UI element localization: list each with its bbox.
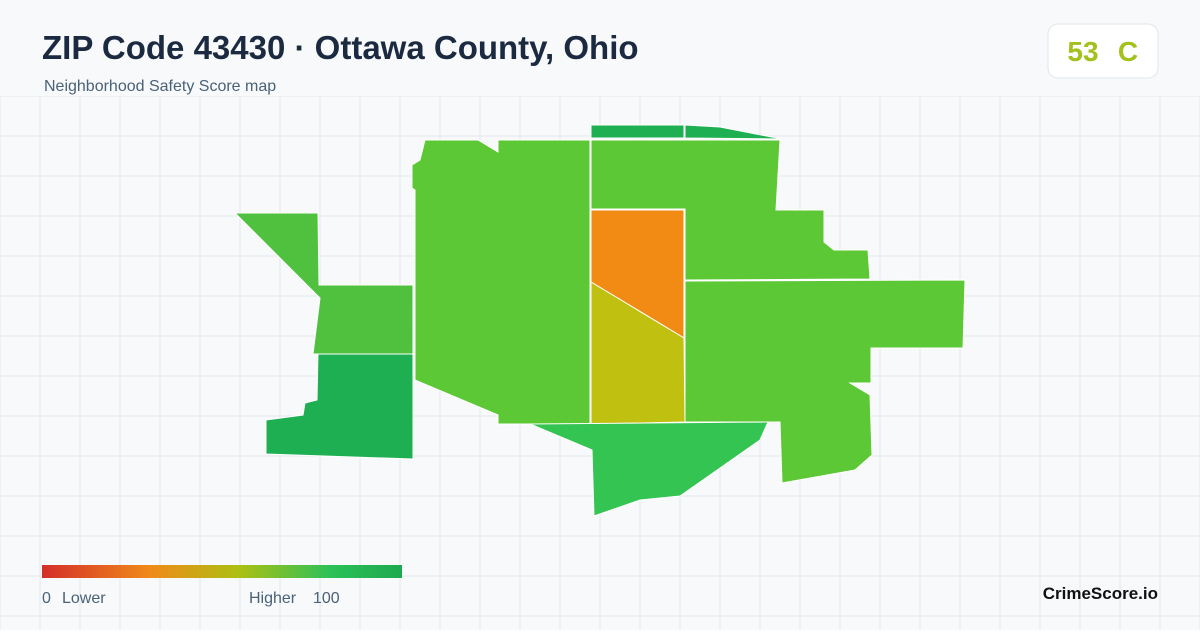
area bbox=[233, 212, 414, 355]
area bbox=[684, 124, 783, 140]
subtitle: Neighborhood Safety Score map bbox=[44, 78, 276, 95]
area bbox=[590, 124, 685, 139]
score-value: 53 bbox=[1067, 36, 1098, 67]
title: ZIP Code 43430 · Ottawa County, Ohio bbox=[42, 29, 639, 66]
legend-max-label: Higher bbox=[249, 590, 297, 607]
legend-max: 100 bbox=[313, 590, 340, 607]
header-band bbox=[0, 0, 1200, 96]
area bbox=[411, 139, 591, 425]
zip-map bbox=[233, 124, 966, 517]
area bbox=[590, 139, 871, 281]
area bbox=[265, 353, 414, 460]
area bbox=[684, 279, 966, 484]
legend-bar bbox=[42, 565, 402, 578]
score-grade: C bbox=[1118, 36, 1138, 67]
brand: CrimeScore.io bbox=[1043, 584, 1158, 603]
score-box bbox=[1047, 23, 1159, 79]
legend-min-label: Lower bbox=[62, 590, 106, 607]
area bbox=[529, 421, 769, 517]
legend-min: 0 bbox=[42, 590, 51, 607]
